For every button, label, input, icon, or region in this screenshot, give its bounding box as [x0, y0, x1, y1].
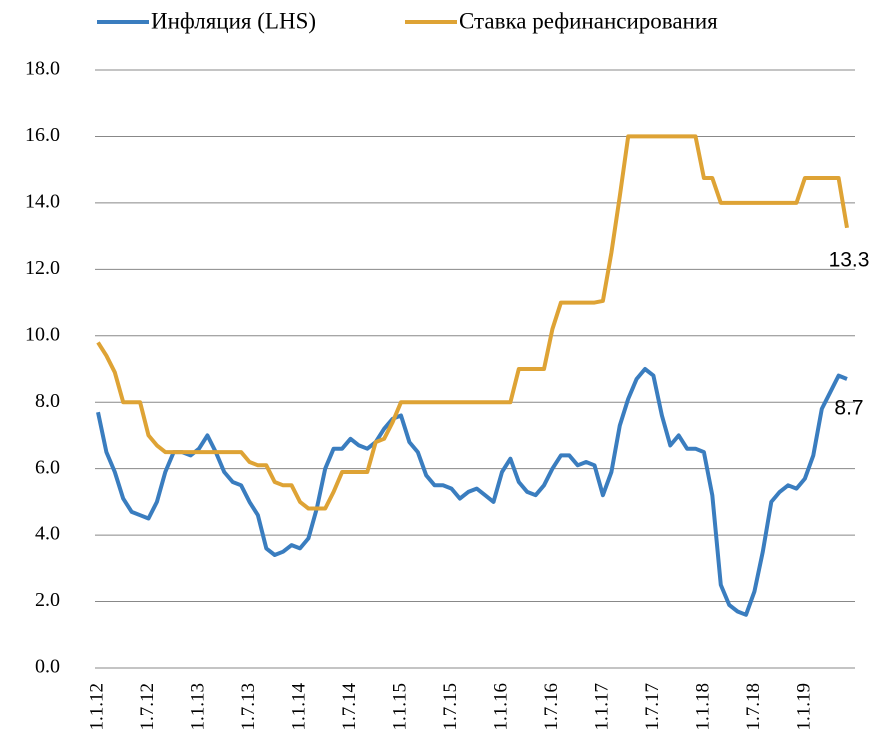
- y-tick-label: 8.0: [35, 390, 60, 412]
- y-tick-label: 4.0: [35, 523, 60, 545]
- y-tick-label: 14.0: [25, 190, 60, 212]
- y-tick-label: 2.0: [35, 589, 60, 611]
- x-tick-label: 1.7.17: [642, 683, 663, 731]
- x-tick-label: 1.1.19: [793, 683, 814, 731]
- y-tick-label: 12.0: [25, 257, 60, 279]
- x-tick-label: 1.1.14: [288, 683, 309, 731]
- x-tick-label: 1.1.16: [490, 683, 511, 731]
- y-tick-label: 10.0: [25, 323, 60, 345]
- x-tick-label: 1.7.13: [238, 683, 259, 731]
- x-tick-label: 1.7.12: [137, 683, 158, 731]
- x-tick-label: 1.1.12: [86, 683, 107, 731]
- legend-label: Ставка рефинансирования: [459, 8, 718, 33]
- series-line: [96, 134, 849, 511]
- series-line: [96, 367, 848, 617]
- y-tick-label: 18.0: [25, 58, 60, 80]
- x-tick-label: 1.1.17: [591, 683, 612, 731]
- x-tick-label: 1.7.14: [339, 683, 360, 731]
- data-label: 13.3: [829, 248, 870, 271]
- y-tick-label: 6.0: [35, 456, 60, 478]
- x-tick-label: 1.7.16: [541, 683, 562, 731]
- x-tick-label: 1.7.18: [743, 683, 764, 731]
- x-tick-label: 1.1.18: [692, 683, 713, 731]
- data-label: 8.7: [834, 397, 863, 420]
- x-tick-label: 1.1.15: [389, 683, 410, 731]
- x-tick-label: 1.7.15: [440, 683, 461, 731]
- legend-label: Инфляция (LHS): [151, 8, 316, 33]
- y-tick-label: 0.0: [35, 656, 60, 678]
- y-tick-label: 16.0: [25, 124, 60, 146]
- x-tick-label: 1.1.13: [187, 683, 208, 731]
